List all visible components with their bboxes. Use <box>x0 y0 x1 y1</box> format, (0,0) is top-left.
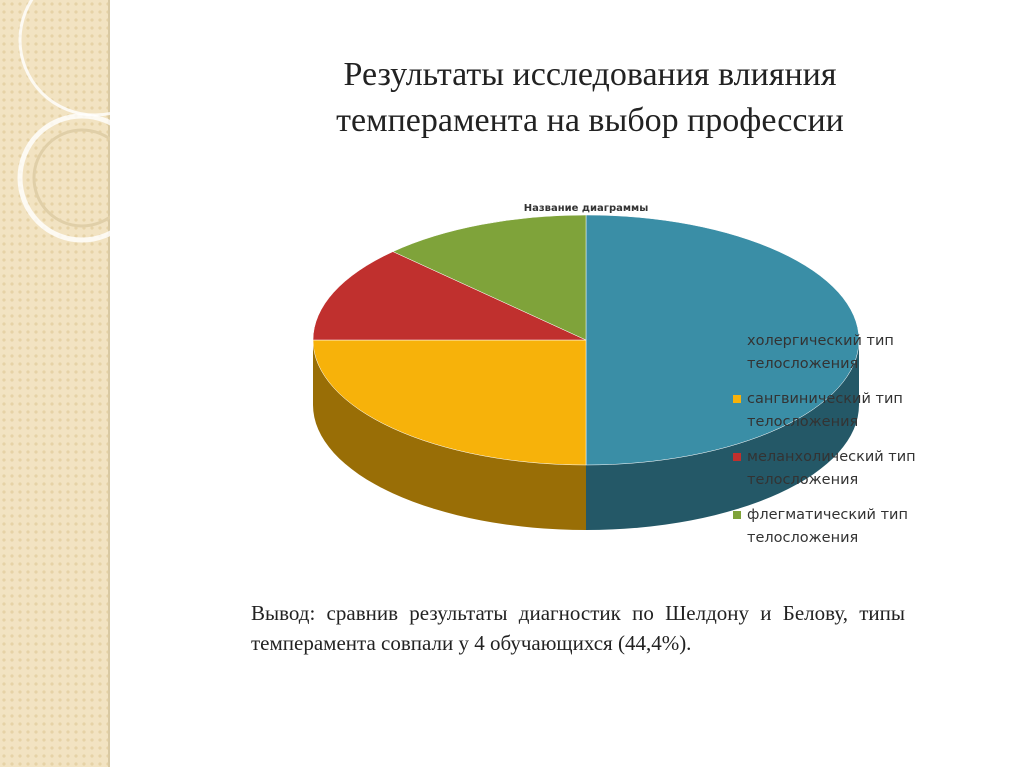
legend-label: холергический тип телосложения <box>747 333 894 372</box>
slice-side <box>586 340 859 530</box>
legend-item: флегматический тип телосложения <box>733 504 943 562</box>
legend-label: меланхолический тип телосложения <box>747 449 916 488</box>
legend-swatch <box>733 337 741 345</box>
legend-swatch <box>733 453 741 461</box>
slice <box>312 251 587 341</box>
legend-item: холергический тип телосложения <box>733 330 943 388</box>
legend-label: флегматический тип телосложения <box>747 507 908 546</box>
slice <box>392 214 587 341</box>
slice <box>312 339 587 466</box>
legend-swatch <box>733 395 741 403</box>
legend-item: сангвинический тип телосложения <box>733 388 943 446</box>
slide-title: Результаты исследования влияния темперам… <box>336 56 844 139</box>
slice <box>585 214 860 466</box>
chart-title: Название диаграммы <box>524 203 649 214</box>
legend-item: меланхолический тип телосложения <box>733 446 943 504</box>
decor-strip <box>0 0 110 767</box>
legend-swatch <box>733 511 741 519</box>
slice-side <box>313 340 586 530</box>
conclusion: Вывод: сравнив результаты диагностик по … <box>251 601 905 655</box>
legend: холергический тип телосложения сангвиниче… <box>733 330 943 562</box>
legend-label: сангвинический тип телосложения <box>747 391 903 430</box>
